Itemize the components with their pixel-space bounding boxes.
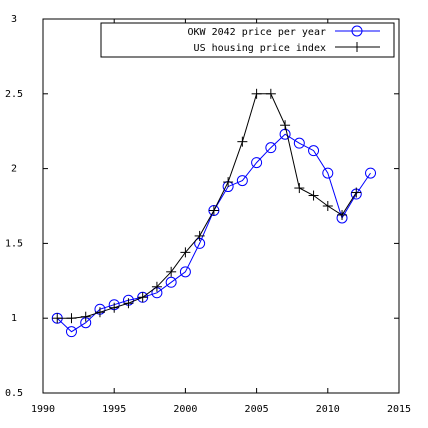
data-point-okw <box>236 175 248 187</box>
data-point-us <box>208 205 219 216</box>
data-point-us <box>237 136 248 147</box>
data-point-us <box>251 88 262 99</box>
data-point-us <box>166 266 177 277</box>
data-point-okw <box>322 167 334 179</box>
x-tick-label: 1990 <box>31 404 55 415</box>
data-point-us <box>80 311 91 322</box>
data-point-okw <box>293 137 305 149</box>
axis-ticks: 1990 1995 2000 2005 2010 2015 0.5 1 1.5 2 2.5 3 <box>5 14 411 415</box>
y-tick-label: 2 <box>11 164 17 175</box>
y-tick-label: 0.5 <box>5 388 23 399</box>
legend-marker-okw <box>351 25 363 37</box>
y-tick-label: 3 <box>11 14 17 25</box>
data-point-us <box>308 190 319 201</box>
data-point-us <box>280 120 291 131</box>
x-tick-label: 2000 <box>173 404 197 415</box>
data-point-us <box>265 88 276 99</box>
data-point-okw <box>251 157 263 169</box>
data-point-okw <box>179 266 191 278</box>
y-tick-label: 2.5 <box>5 89 23 100</box>
series-layer <box>51 88 377 338</box>
data-point-us <box>52 313 63 324</box>
legend-box <box>100 22 395 58</box>
data-point-us <box>137 292 148 303</box>
x-tick-label: 2015 <box>387 404 411 415</box>
data-point-us <box>223 177 234 188</box>
data-point-us <box>180 247 191 258</box>
legend-label-okw: OKW 2042 price per year <box>188 27 326 38</box>
data-point-us <box>351 187 362 198</box>
legend: OKW 2042 price per year US housing price… <box>100 22 395 58</box>
data-point-okw <box>308 145 320 157</box>
x-tick-label: 2010 <box>316 404 340 415</box>
y-tick-label: 1 <box>11 313 17 324</box>
data-point-us <box>66 313 77 324</box>
data-point-us <box>322 201 333 211</box>
data-point-us <box>123 298 134 309</box>
data-point-us <box>194 230 205 241</box>
data-point-us <box>151 281 162 292</box>
plot-frame <box>42 18 400 394</box>
series-line-0 <box>56 133 371 333</box>
data-point-us <box>94 307 105 318</box>
data-point-us <box>109 302 120 313</box>
data-point-okw <box>265 142 277 154</box>
data-point-us <box>294 183 305 194</box>
data-point-us <box>337 209 348 220</box>
legend-label-us: US housing price index <box>194 43 326 54</box>
series-line-1 <box>57 93 357 319</box>
x-tick-label: 1995 <box>102 404 126 415</box>
data-point-okw <box>365 167 377 179</box>
x-tick-label: 2005 <box>245 404 269 415</box>
data-point-okw <box>165 276 177 288</box>
data-point-okw <box>65 326 77 338</box>
y-tick-label: 1.5 <box>5 238 23 249</box>
